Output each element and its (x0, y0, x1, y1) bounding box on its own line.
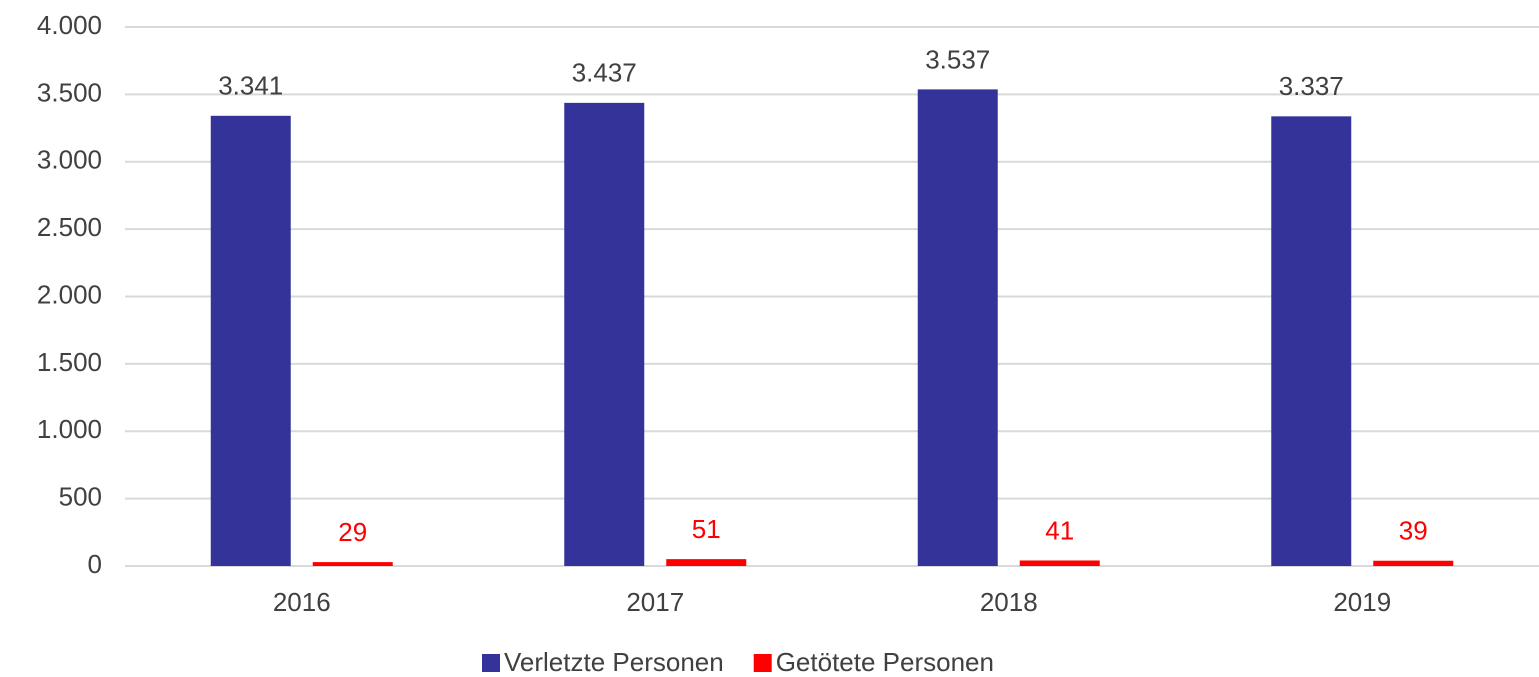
bar (917, 89, 998, 566)
bar (564, 102, 645, 566)
legend-label: Getötete Personen (776, 647, 994, 677)
x-tick-label: 2019 (1333, 587, 1391, 617)
data-label: 3.337 (1279, 71, 1344, 101)
legend-swatch (482, 654, 500, 672)
y-tick-label: 1.000 (37, 414, 102, 444)
y-tick-label: 2.000 (37, 279, 102, 309)
y-tick-label: 4.000 (37, 10, 102, 40)
data-label: 3.437 (572, 58, 637, 88)
data-label: 51 (692, 514, 721, 544)
bar (1373, 560, 1454, 566)
bar (666, 559, 747, 566)
y-tick-label: 500 (59, 482, 102, 512)
x-tick-label: 2016 (273, 587, 331, 617)
data-label: 29 (338, 517, 367, 547)
bar (312, 562, 393, 566)
x-tick-label: 2017 (626, 587, 684, 617)
legend-swatch (753, 654, 772, 672)
legend-label: Verletzte Personen (504, 647, 724, 677)
x-tick-label: 2018 (980, 587, 1038, 617)
data-label: 3.341 (218, 71, 283, 101)
data-label: 39 (1399, 516, 1428, 546)
data-label: 41 (1045, 515, 1074, 545)
data-label: 3.537 (925, 44, 990, 74)
y-tick-label: 1.500 (37, 347, 102, 377)
y-tick-label: 3.000 (37, 145, 102, 175)
y-tick-label: 2.500 (37, 212, 102, 242)
y-tick-label: 0 (88, 549, 102, 579)
bar (1271, 116, 1352, 567)
bar (1019, 560, 1100, 566)
bar (210, 115, 291, 567)
y-tick-label: 3.500 (37, 77, 102, 107)
